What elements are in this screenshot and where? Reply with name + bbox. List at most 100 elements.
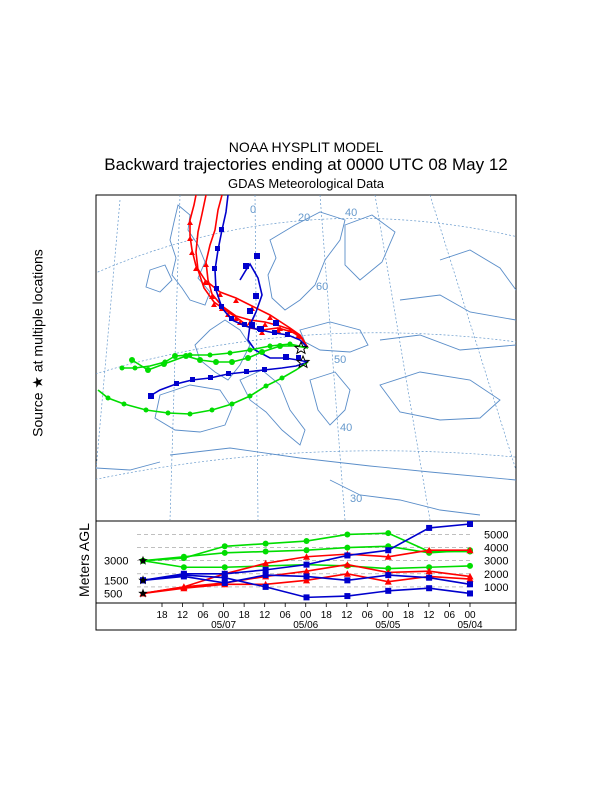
- x-tick-label-14: 06: [444, 610, 456, 621]
- start-star-icon-1500: [138, 575, 148, 585]
- x-tick-label-2: 06: [198, 610, 210, 621]
- right-tick-4000: 4000: [484, 543, 508, 555]
- altitude-point-red-2-4: [303, 567, 310, 575]
- x-tick-label-3: 00: [218, 610, 230, 621]
- map-trajectories: [97, 195, 311, 417]
- lat-label-40: 40: [340, 422, 352, 434]
- altitude-point-blue-3-8: [467, 590, 473, 597]
- data-source: GDAS Meteorological Data: [227, 176, 385, 191]
- start-star-icon-500: [138, 588, 148, 598]
- altitude-point-blue-2-8: [467, 581, 473, 588]
- altitude-point-blue-3-1: [180, 572, 187, 579]
- altitude-point-green-2-2: [221, 549, 228, 556]
- altitude-point-green-3-1: [180, 564, 187, 571]
- graticule: [96, 195, 516, 521]
- altitude-point-blue-3-3: [262, 583, 269, 590]
- altitude-point-green-2-3: [262, 548, 269, 555]
- start-height-1500: 1500: [104, 575, 128, 587]
- altitude-point-green-2-5: [344, 544, 351, 551]
- altitude-point-blue-3-4: [303, 594, 310, 601]
- altitude-point-green-1-4: [303, 538, 310, 545]
- altitude-point-blue-1-3: [262, 566, 269, 573]
- x-tick-label-12: 18: [403, 610, 415, 621]
- right-tick-1000: 1000: [484, 582, 508, 594]
- date-label-1: 05/06: [293, 620, 318, 631]
- lon-label-40: 40: [345, 207, 357, 219]
- lon-label-20: 20: [298, 212, 310, 224]
- right-tick-2000: 2000: [484, 569, 508, 581]
- altitude-point-blue-1-4: [303, 561, 310, 568]
- blue-markers: [148, 227, 301, 399]
- altitude-point-green-3-7: [426, 564, 433, 571]
- altitude-point-red-2-7: [425, 567, 433, 575]
- altitude-x-ticks: 18 12 06 00 18 12 06 00 18 12 06 00 18 12 06 00: [156, 603, 476, 621]
- x-tick-label-13: 12: [423, 610, 435, 621]
- altitude-point-red-1-6: [384, 553, 392, 560]
- lat-label-60: 60: [316, 281, 328, 293]
- altitude-point-blue-2-4: [303, 573, 310, 580]
- altitude-point-blue-3-7: [426, 585, 433, 592]
- right-tick-5000: 5000: [484, 529, 508, 541]
- altitude-point-green-1-2: [221, 543, 228, 550]
- altitude-point-red-3-4: [303, 576, 310, 584]
- map-trajectory-green-1: [122, 343, 309, 369]
- altitude-point-blue-1-8: [467, 521, 473, 527]
- chart-title: Backward trajectories ending at 0000 UTC…: [104, 155, 508, 174]
- altitude-point-blue-1-6: [385, 547, 392, 554]
- x-tick-label-5: 12: [259, 610, 271, 621]
- altitude-point-blue-2-2: [221, 579, 228, 586]
- lat-label-50: 50: [334, 354, 346, 366]
- altitude-point-green-1-6: [385, 530, 392, 537]
- altitude-point-red-1-3: [262, 559, 270, 567]
- altitude-point-blue-2-7: [426, 574, 433, 581]
- altitude-point-red-3-1: [180, 584, 188, 592]
- altitude-point-green-3-6: [385, 565, 392, 572]
- right-tick-3000: 3000: [484, 556, 508, 568]
- altitude-point-green-1-5: [344, 531, 351, 538]
- altitude-point-blue-3-5: [344, 593, 351, 600]
- start-height-500: 500: [104, 588, 122, 600]
- altitude-point-blue-1-2: [221, 570, 228, 577]
- altitude-point-red-1-4: [303, 553, 310, 560]
- altitude-point-red-3-6: [384, 578, 392, 585]
- x-tick-label-9: 12: [341, 610, 353, 621]
- altitude-point-red-1-7: [425, 546, 433, 554]
- altitude-point-red-2-5: [343, 561, 351, 568]
- date-label-3: 05/04: [457, 620, 482, 631]
- green-markers: [105, 341, 293, 417]
- altitude-point-blue-1-5: [344, 552, 351, 559]
- date-label-0: 05/07: [211, 620, 236, 631]
- x-tick-label-6: 06: [280, 610, 292, 621]
- lon-label-0: 0: [250, 204, 256, 216]
- x-tick-label-7: 00: [300, 610, 312, 621]
- altitude-point-green-1-3: [262, 540, 269, 547]
- altitude-point-blue-2-6: [385, 572, 392, 579]
- altitude-point-green-3-8: [467, 562, 473, 569]
- altitude-point-green-3-2: [221, 564, 228, 571]
- x-tick-label-15: 00: [464, 610, 476, 621]
- altitude-point-blue-3-6: [385, 587, 392, 594]
- altitude-point-blue-2-3: [262, 572, 269, 579]
- altitude-point-red-1-8: [466, 546, 474, 554]
- x-tick-label-8: 18: [321, 610, 333, 621]
- date-label-2: 05/05: [375, 620, 400, 631]
- altitude-date-labels: 05/07 05/06 05/05 05/04: [211, 620, 483, 631]
- start-star-icon-3000: [138, 555, 148, 565]
- lat-label-30: 30: [350, 493, 362, 505]
- x-tick-label-10: 06: [362, 610, 374, 621]
- model-title: NOAA HYSPLIT MODEL: [228, 139, 384, 155]
- graticule-labels: 0 20 40 60 50 40 30: [250, 204, 362, 505]
- x-tick-label-11: 00: [382, 610, 394, 621]
- altitude-point-red-3-5: [343, 570, 351, 577]
- altitude-point-blue-1-7: [426, 524, 433, 531]
- altitude-point-green-2-1: [180, 553, 187, 560]
- coastlines: [96, 204, 516, 516]
- x-tick-label-1: 12: [177, 610, 189, 621]
- start-height-3000: 3000: [104, 556, 128, 568]
- x-tick-label-4: 18: [239, 610, 251, 621]
- altitude-point-red-3-8: [466, 575, 474, 583]
